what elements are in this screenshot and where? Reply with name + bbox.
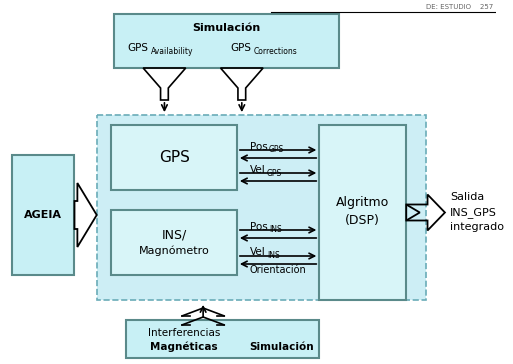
Text: GPS: GPS bbox=[128, 43, 149, 53]
Text: Algritmo: Algritmo bbox=[336, 196, 389, 209]
Bar bbox=[111, 125, 237, 190]
Text: integrado: integrado bbox=[450, 222, 504, 233]
Text: INS: INS bbox=[269, 226, 282, 234]
Text: Magnómetro: Magnómetro bbox=[139, 245, 209, 256]
Bar bbox=[319, 125, 406, 300]
Text: GPS: GPS bbox=[269, 146, 284, 154]
Text: INS: INS bbox=[267, 250, 280, 260]
Text: Pos: Pos bbox=[249, 142, 267, 152]
Text: Magnéticas: Magnéticas bbox=[150, 342, 218, 352]
Bar bbox=[97, 115, 426, 300]
Bar bbox=[114, 14, 339, 68]
Text: Salida: Salida bbox=[450, 191, 484, 202]
Text: Simulación: Simulación bbox=[249, 342, 314, 352]
Text: Availability: Availability bbox=[151, 47, 193, 55]
Text: AGEIA: AGEIA bbox=[24, 210, 62, 220]
Text: GPS: GPS bbox=[159, 150, 189, 165]
Text: Simulación: Simulación bbox=[192, 23, 261, 33]
Text: INS/: INS/ bbox=[162, 228, 187, 241]
Text: Interferencias: Interferencias bbox=[148, 328, 220, 338]
Bar bbox=[111, 210, 237, 275]
Bar bbox=[126, 320, 319, 358]
Text: (DSP): (DSP) bbox=[345, 214, 380, 227]
Text: INS_GPS: INS_GPS bbox=[450, 207, 497, 218]
Text: Vel: Vel bbox=[249, 247, 265, 257]
Text: Pos: Pos bbox=[249, 222, 267, 232]
Text: DE: ESTUDIO    257: DE: ESTUDIO 257 bbox=[426, 4, 494, 10]
Text: Orientación: Orientación bbox=[249, 265, 306, 275]
Text: Corrections: Corrections bbox=[253, 47, 297, 55]
Bar bbox=[12, 155, 74, 275]
Text: GPS: GPS bbox=[230, 43, 251, 53]
Text: Vel: Vel bbox=[249, 165, 265, 175]
Text: GPS: GPS bbox=[267, 169, 282, 178]
